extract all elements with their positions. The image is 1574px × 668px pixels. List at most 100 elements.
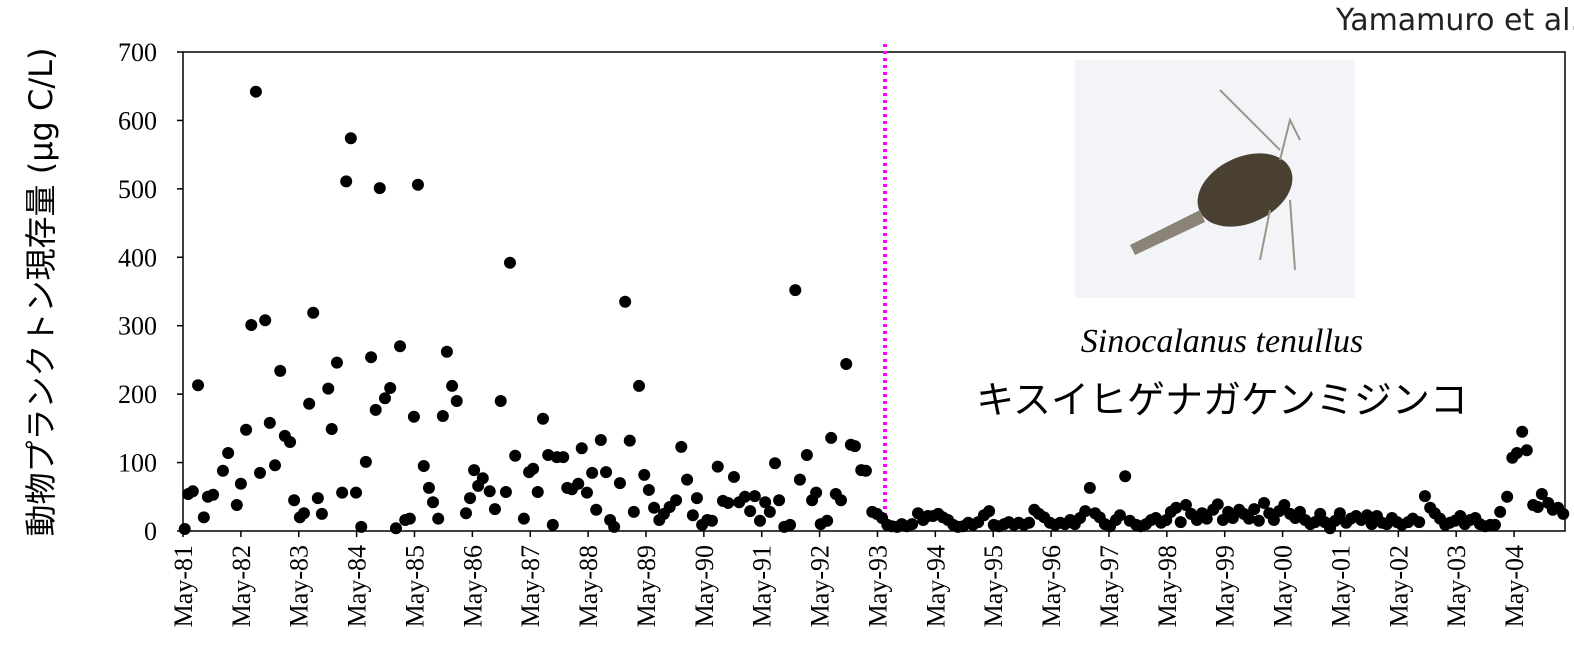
data-point: [628, 506, 640, 518]
data-point: [269, 459, 281, 471]
data-point: [312, 492, 324, 504]
data-point: [427, 496, 439, 508]
data-point: [198, 511, 210, 523]
x-tick-label: May-03: [1442, 545, 1471, 627]
y-tick-label: 100: [118, 449, 157, 478]
data-point: [728, 471, 740, 483]
data-point: [360, 456, 372, 468]
data-point: [207, 489, 219, 501]
data-point: [322, 383, 334, 395]
data-point: [527, 463, 539, 475]
data-point: [331, 357, 343, 369]
x-tick-label: May-89: [632, 545, 661, 627]
data-point: [983, 505, 995, 517]
x-tick-label: May-92: [806, 545, 835, 627]
data-point: [451, 395, 463, 407]
y-tick-label: 200: [118, 380, 157, 409]
data-point: [749, 490, 761, 502]
x-tick-label: May-00: [1269, 545, 1298, 627]
data-point: [633, 380, 645, 392]
data-point: [624, 435, 636, 447]
data-point: [340, 175, 352, 187]
data-point: [681, 474, 693, 486]
x-tick-label: May-04: [1500, 545, 1529, 627]
data-point: [643, 484, 655, 496]
data-point: [464, 492, 476, 504]
data-point: [303, 398, 315, 410]
data-point: [264, 417, 276, 429]
data-point: [489, 503, 501, 515]
data-point: [572, 478, 584, 490]
x-tick-label: May-98: [1153, 545, 1182, 627]
citation: Yamamuro et al.: [1335, 3, 1574, 38]
data-point: [504, 257, 516, 269]
data-point: [794, 474, 806, 486]
data-point: [179, 523, 191, 535]
data-point: [576, 442, 588, 454]
data-point: [722, 497, 734, 509]
data-point: [860, 465, 872, 477]
data-point: [1084, 482, 1096, 494]
data-point: [350, 487, 362, 499]
x-tick-label: May-81: [169, 545, 198, 627]
x-tick-label: May-82: [227, 545, 256, 627]
data-point: [1516, 426, 1528, 438]
plot-frame: [183, 52, 1565, 531]
data-point: [408, 411, 420, 423]
data-point: [259, 314, 271, 326]
data-point: [825, 432, 837, 444]
data-point: [1175, 516, 1187, 528]
data-point: [1494, 506, 1506, 518]
data-point: [1212, 498, 1224, 510]
x-tick-label: May-01: [1326, 545, 1355, 627]
data-point: [379, 392, 391, 404]
x-tick-label: May-88: [574, 545, 603, 627]
chart: Sinocalanus tenullus キスイヒゲナガケンミジンコ Yamam…: [0, 0, 1574, 663]
species-name: Sinocalanus tenullus: [1081, 323, 1363, 360]
data-point: [509, 450, 521, 462]
data-point: [670, 494, 682, 506]
data-point: [412, 179, 424, 191]
data-point: [1119, 470, 1131, 482]
data-point: [1023, 517, 1035, 529]
data-point: [254, 467, 266, 479]
data-point: [365, 351, 377, 363]
data-point: [801, 449, 813, 461]
data-point: [590, 504, 602, 516]
data-point: [370, 404, 382, 416]
data-point: [222, 447, 234, 459]
data-point: [245, 319, 257, 331]
data-point: [355, 521, 367, 533]
data-point: [835, 494, 847, 506]
data-point: [675, 441, 687, 453]
data-point: [769, 457, 781, 469]
x-tick-label: May-83: [285, 545, 314, 627]
copepod-photo: [1075, 60, 1355, 298]
data-point: [500, 486, 512, 498]
data-point: [754, 515, 766, 527]
data-point: [557, 451, 569, 463]
data-point: [423, 482, 435, 494]
data-point: [1557, 508, 1569, 520]
x-tick-label: May-94: [921, 545, 950, 627]
data-point: [432, 513, 444, 525]
data-point: [288, 494, 300, 506]
data-point: [581, 487, 593, 499]
y-axis-label: 動物プランクトン現存量 (μg C/L): [22, 48, 60, 537]
data-point: [1532, 501, 1544, 513]
data-point: [441, 346, 453, 358]
data-point: [586, 467, 598, 479]
data-point: [518, 513, 530, 525]
y-tick-label: 300: [118, 312, 157, 341]
x-tick-label: May-87: [516, 545, 545, 627]
y-tick-label: 500: [118, 175, 157, 204]
x-tick-label: May-85: [400, 545, 429, 627]
x-tick-label: May-91: [748, 545, 777, 627]
data-point: [537, 413, 549, 425]
data-point: [1413, 516, 1425, 528]
data-point: [240, 424, 252, 436]
species-japanese: キスイヒゲナガケンミジンコ: [976, 378, 1468, 422]
data-point: [484, 485, 496, 497]
x-tick-label: May-95: [979, 545, 1008, 627]
data-point: [619, 296, 631, 308]
